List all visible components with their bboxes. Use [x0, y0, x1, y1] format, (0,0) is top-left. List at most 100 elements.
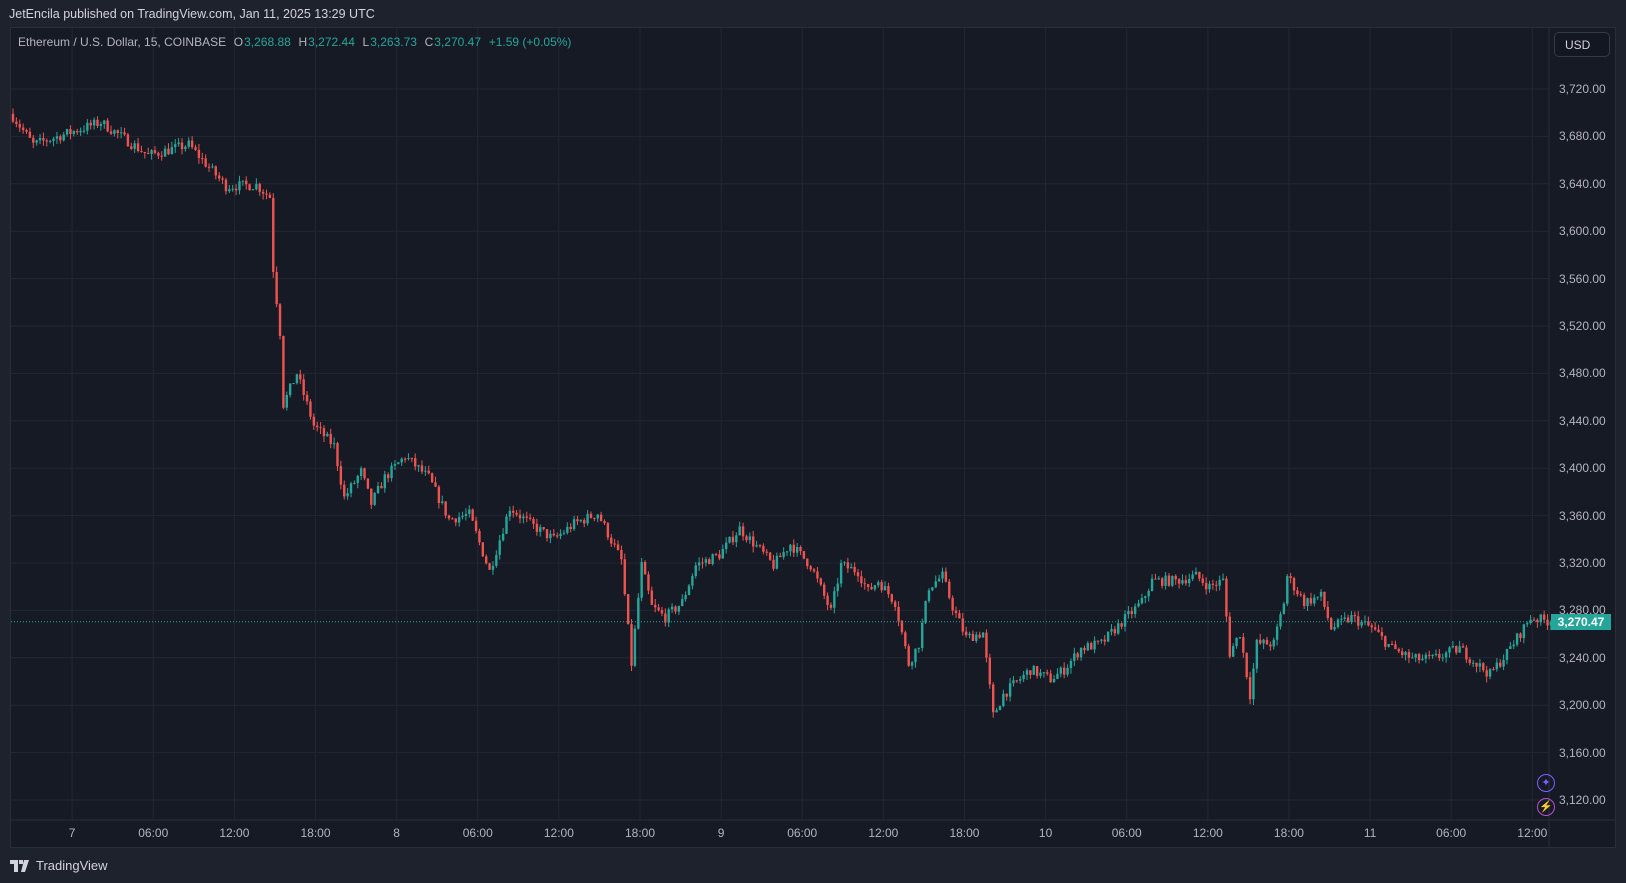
candle-down	[430, 473, 434, 483]
candle-down	[116, 130, 119, 134]
candle-up	[1509, 646, 1512, 649]
candle-up	[1100, 639, 1103, 641]
candle-down	[654, 604, 657, 608]
candle-up	[931, 587, 934, 591]
candle-down	[1346, 617, 1350, 622]
candle-up	[292, 383, 295, 385]
current-price-label: 3,270.47	[1551, 613, 1611, 630]
candle-down	[130, 146, 133, 149]
candle-down	[1204, 582, 1208, 590]
lightning-icon[interactable]: ⚡	[1537, 798, 1555, 816]
candle-down	[336, 443, 339, 467]
candle-down	[221, 178, 224, 180]
candle-down	[380, 485, 383, 489]
candle-up	[1505, 648, 1509, 660]
candle-down	[576, 519, 579, 522]
candle-down	[1438, 653, 1441, 658]
candle-down	[343, 484, 346, 497]
candle-down	[1492, 669, 1495, 671]
candle-up	[1171, 575, 1174, 586]
candle-down	[657, 607, 660, 611]
time-axis-label: 18:00	[1273, 826, 1304, 840]
low-value: 3,263.73	[370, 35, 417, 49]
candle-up	[461, 515, 464, 518]
candle-down	[319, 427, 322, 429]
candle-up	[1448, 647, 1451, 653]
candle-down	[1161, 578, 1164, 586]
candle-down	[167, 148, 170, 155]
candle-up	[457, 517, 461, 523]
candle-up	[1495, 662, 1499, 670]
candle-down	[207, 166, 211, 168]
candle-up	[1181, 580, 1184, 584]
candle-down	[1062, 667, 1066, 675]
candle-down	[812, 569, 816, 572]
candle-up	[231, 188, 234, 190]
candle-down	[988, 657, 992, 685]
candle-up	[326, 433, 329, 437]
time-axis-label: 06:00	[1111, 826, 1142, 840]
candle-up	[251, 189, 255, 191]
candle-down	[1154, 578, 1157, 580]
candle-down	[471, 509, 474, 521]
candle-down	[1367, 621, 1370, 626]
candle-up	[1221, 578, 1225, 581]
candle-up	[397, 462, 400, 465]
candle-down	[515, 512, 518, 515]
candle-up	[1272, 639, 1275, 647]
candle-down	[302, 379, 305, 395]
candle-up	[670, 606, 674, 610]
candle-down	[197, 149, 201, 159]
candle-up	[38, 137, 42, 141]
candle-up	[559, 533, 562, 537]
candle-up	[687, 585, 691, 595]
candle-down	[1174, 575, 1177, 580]
candle-up	[877, 582, 880, 586]
price-axis-label: 3,520.00	[1559, 319, 1606, 333]
candle-down	[268, 194, 272, 198]
candle-up	[677, 605, 681, 612]
candle-down	[1482, 663, 1485, 671]
candle-down	[799, 546, 802, 552]
chart-pane[interactable]	[10, 27, 1616, 848]
candle-down	[525, 516, 528, 518]
candle-down	[109, 131, 113, 134]
candle-up	[1350, 614, 1353, 622]
tradingview-logo[interactable]: TradingView	[10, 858, 108, 873]
candle-down	[1096, 640, 1100, 642]
candle-down	[964, 631, 968, 636]
candle-down	[971, 633, 975, 641]
candle-up	[373, 492, 376, 505]
candle-up	[1478, 663, 1482, 667]
sparkle-icon[interactable]: ✦	[1537, 774, 1555, 792]
candle-down	[329, 433, 332, 445]
candle-down	[157, 152, 160, 156]
candle-up	[346, 493, 349, 497]
candle-up	[562, 532, 566, 534]
candle-up	[924, 600, 927, 623]
candle-down	[1400, 651, 1404, 656]
candle-up	[1066, 667, 1069, 675]
currency-button[interactable]: USD	[1554, 32, 1610, 57]
time-axis-label: 12:00	[543, 826, 574, 840]
candle-down	[701, 562, 704, 564]
candle-up	[981, 632, 985, 638]
candle-down	[1113, 629, 1117, 634]
candle-down	[860, 576, 863, 584]
candle-down	[772, 559, 775, 569]
candle-up	[356, 476, 359, 483]
candle-up	[1424, 654, 1428, 659]
candle-up	[910, 662, 914, 666]
candle-up	[785, 551, 789, 553]
candle-down	[904, 632, 907, 647]
candle-up	[295, 374, 299, 384]
candle-down	[488, 563, 491, 570]
candle-down	[261, 191, 265, 194]
candle-down	[427, 470, 430, 474]
symbol-title[interactable]: Ethereum / U.S. Dollar, 15, COINBASE	[18, 35, 227, 49]
candle-up	[843, 562, 846, 564]
candle-up	[1238, 637, 1242, 639]
candle-up	[1434, 653, 1438, 655]
candle-down	[958, 613, 961, 619]
